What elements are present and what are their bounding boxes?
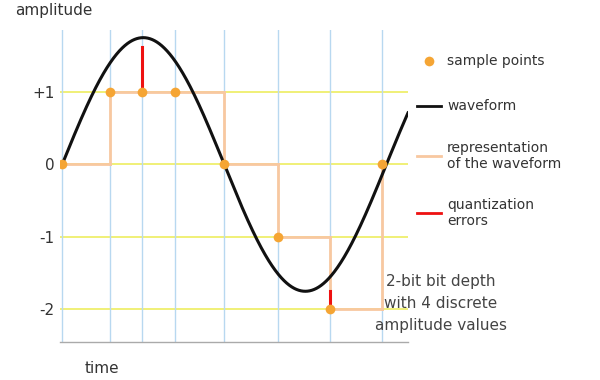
Text: sample points: sample points [447, 54, 545, 68]
Text: quantization
errors: quantization errors [447, 198, 534, 228]
X-axis label: time: time [85, 361, 119, 376]
Text: amplitude: amplitude [15, 3, 92, 18]
Text: representation
of the waveform: representation of the waveform [447, 141, 561, 171]
Text: 2-bit bit depth
with 4 discrete
amplitude values: 2-bit bit depth with 4 discrete amplitud… [375, 274, 507, 333]
Text: waveform: waveform [447, 100, 516, 113]
